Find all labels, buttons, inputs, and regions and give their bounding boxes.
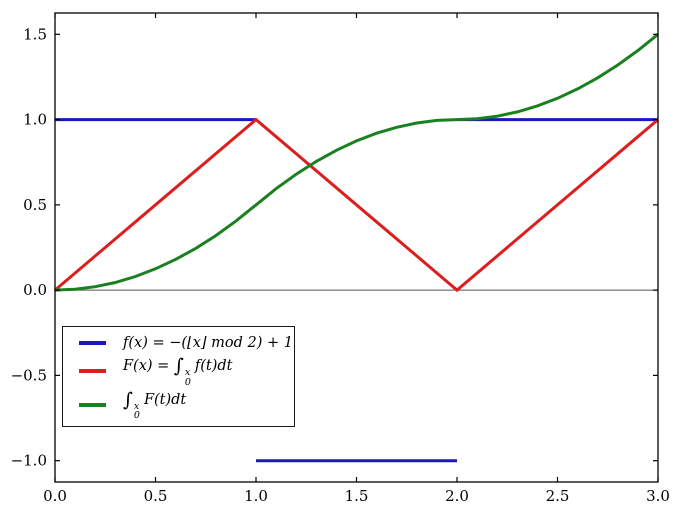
series-line-int_F (54, 33, 659, 292)
legend-text: f(x) = −(⌊x⌋ mod 2) + 1 (123, 334, 293, 351)
legend: f(x) = −(⌊x⌋ mod 2) + 1 F(x) = ∫ x 0 f(t)dt… (62, 326, 295, 427)
x-tick-label: 2.0 (445, 487, 469, 505)
legend-label-f: f(x) = −(⌊x⌋ mod 2) + 1 (123, 332, 298, 354)
integral-glyph: ∫ (123, 388, 133, 411)
x-tick-label: 3.0 (646, 487, 670, 505)
y-tick-label: 1.5 (23, 25, 47, 43)
integral-lower-limit: 0 (133, 410, 140, 422)
integral-upper-limit: x (184, 366, 191, 378)
y-tick-label: 0.5 (23, 196, 47, 214)
x-tick-label: 2.5 (546, 487, 570, 505)
legend-text: f(t)dt (194, 357, 233, 374)
x-tick-label: 0.5 (144, 487, 168, 505)
legend-text: F(t)dt (143, 391, 187, 408)
x-tick-label: 0.0 (43, 487, 67, 505)
legend-swatch-int-F (79, 402, 106, 407)
integral-glyph: ∫ (173, 354, 184, 377)
legend-swatch-F (79, 369, 106, 374)
legend-label-int-F: ∫ x 0 F(t)dt (123, 389, 186, 422)
y-tick-label: −0.5 (11, 366, 47, 384)
x-tick-label: 1.0 (244, 487, 268, 505)
integral-upper-limit: x (133, 400, 140, 412)
legend-text: F(x) = (123, 357, 174, 374)
legend-swatch-f (79, 340, 106, 345)
legend-item-f: f(x) = −(⌊x⌋ mod 2) + 1 (71, 332, 293, 354)
legend-item-int-F: ∫ x 0 F(t)dt (71, 389, 286, 422)
integral-lower-limit: 0 (184, 376, 191, 388)
y-tick-label: −1.0 (11, 452, 47, 470)
series-line-F (54, 117, 659, 293)
x-tick-label: 1.5 (345, 487, 369, 505)
legend-item-F: F(x) = ∫ x 0 f(t)dt (71, 355, 286, 388)
y-tick-label: 1.0 (23, 111, 47, 129)
legend-label-F: F(x) = ∫ x 0 f(t)dt (123, 355, 233, 388)
y-tick-label: 0.0 (23, 281, 47, 299)
